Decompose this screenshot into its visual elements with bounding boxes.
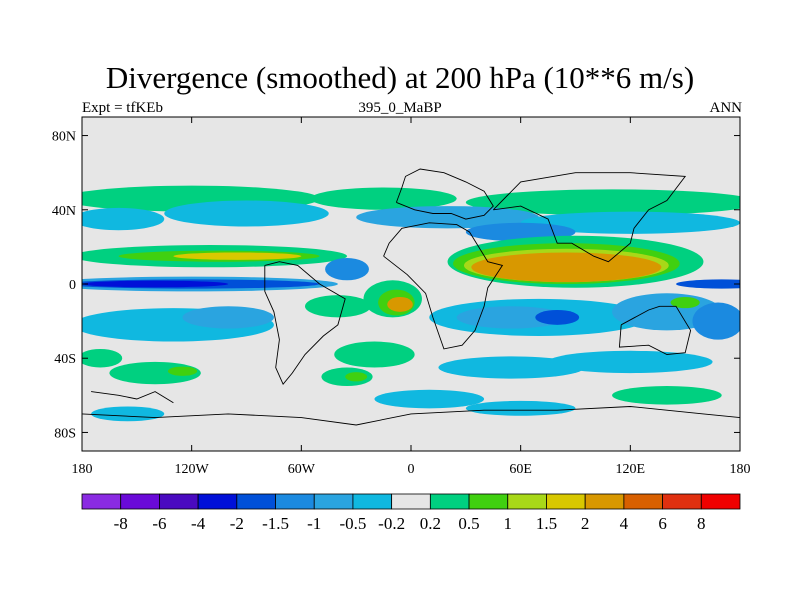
colorbar-label: 0.2 <box>420 514 441 533</box>
continent-outline-path <box>264 261 346 386</box>
field-blob <box>387 296 413 312</box>
axes: 180 120W 60W 0 60E 120E 180 80N 40N 0 40S 80S <box>52 117 751 477</box>
colorbar-swatch <box>313 493 354 510</box>
case-label: 395_0_MaBP <box>358 100 442 116</box>
field-blob <box>310 187 457 210</box>
field-blob <box>465 400 576 416</box>
colorbar-swatch <box>120 493 160 510</box>
y-tick-label: 80N <box>52 130 76 145</box>
colorbar-swatch <box>623 493 663 510</box>
field-blob <box>548 350 713 374</box>
field-blob <box>356 206 539 229</box>
y-tick-label: 80S <box>54 426 76 441</box>
colorbar-label: 4 <box>620 514 629 533</box>
colorbar-swatch <box>662 493 702 510</box>
continent-outline-path <box>492 172 687 263</box>
field-blob <box>182 306 274 329</box>
colorbar-label: 8 <box>697 514 706 533</box>
colorbar-label: 6 <box>658 514 667 533</box>
field-blob <box>304 295 371 318</box>
colorbar-swatch <box>81 493 122 510</box>
chart-title: Divergence (smoothed) at 200 hPa (10**6 … <box>105 60 695 95</box>
continent-outline-path <box>383 222 504 350</box>
colorbar-label: -1 <box>307 514 321 533</box>
field-blob <box>692 302 740 340</box>
field-blob <box>345 372 368 382</box>
colorbar-swatch <box>236 493 276 510</box>
field-blob <box>465 189 740 216</box>
field-blob <box>164 200 329 227</box>
colorbar-label: 2 <box>581 514 590 533</box>
colorbar-label: 0.5 <box>458 514 479 533</box>
field-blob <box>82 348 123 368</box>
x-tick-label: 0 <box>408 462 415 477</box>
field-blob <box>334 341 415 368</box>
field-blob <box>456 306 567 329</box>
field-blob <box>612 386 722 405</box>
field-blob <box>676 279 740 289</box>
x-tick-label: 60E <box>509 462 532 477</box>
colorbar-swatch <box>429 493 470 510</box>
x-tick-label: 120E <box>616 462 646 477</box>
colorbar-label: -0.5 <box>339 514 366 533</box>
colorbar-swatch <box>197 493 238 510</box>
continent-outline-path <box>91 391 174 404</box>
map-field <box>82 117 740 451</box>
field-blob <box>535 309 580 325</box>
season-label: ANN <box>709 100 743 116</box>
colorbar-swatch <box>546 493 586 510</box>
field-blob <box>471 252 662 283</box>
x-tick-label: 60W <box>288 462 316 477</box>
x-tick-label: 120W <box>175 462 210 477</box>
colorbar-swatch <box>700 493 741 510</box>
colorbar-label: -8 <box>114 514 128 533</box>
experiment-label: Expt = tfKEb <box>82 100 163 116</box>
field-blob <box>520 211 740 234</box>
continent-outline-path <box>618 305 692 355</box>
colorbar-swatch <box>275 493 315 510</box>
y-tick-label: 0 <box>69 278 76 293</box>
y-tick-label: 40S <box>54 352 76 367</box>
field-blob <box>91 406 165 422</box>
field-blob <box>167 366 198 376</box>
colorbar-swatch <box>468 493 509 510</box>
x-tick-label: 180 <box>72 462 93 477</box>
colorbar: -8 -6 -4 -2 -1.5 -1 -0.5 -0.2 0.2 0.5 1 1.5 2 4 6 8 <box>81 493 741 533</box>
colorbar-swatch <box>507 493 547 510</box>
colorbar-swatch <box>391 493 431 510</box>
colorbar-label: 1 <box>504 514 513 533</box>
colorbar-label: -1.5 <box>262 514 289 533</box>
field-blob <box>670 296 700 309</box>
field-blob <box>82 207 165 231</box>
x-tick-label: 180 <box>730 462 751 477</box>
colorbar-swatch <box>352 493 393 510</box>
colorbar-label: -0.2 <box>378 514 405 533</box>
field-blob <box>374 389 485 409</box>
colorbar-label: -6 <box>152 514 166 533</box>
colorbar-label: 1.5 <box>536 514 557 533</box>
continent-outline-path <box>395 168 494 220</box>
field-blob <box>325 258 369 281</box>
continent-outline <box>82 168 740 426</box>
field-blob <box>82 280 229 288</box>
colorbar-label: -4 <box>191 514 206 533</box>
colorbar-swatch <box>584 493 625 510</box>
field-blob <box>173 252 302 260</box>
continent-outline-path <box>82 406 740 426</box>
colorbar-swatch <box>159 493 199 510</box>
y-tick-label: 40N <box>52 204 76 219</box>
colorbar-label: -2 <box>230 514 244 533</box>
